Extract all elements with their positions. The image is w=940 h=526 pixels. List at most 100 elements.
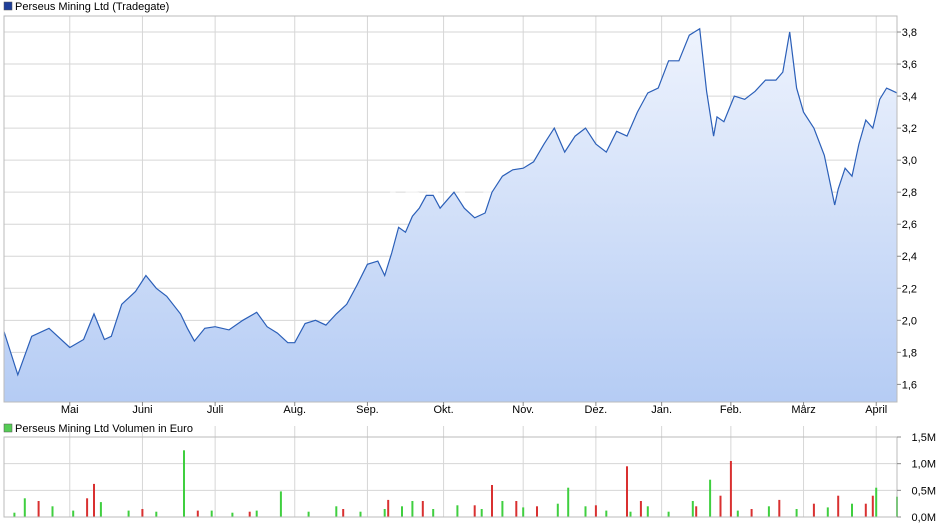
volume-bar-up: [584, 506, 587, 517]
volume-bar-down: [491, 485, 493, 517]
volume-bar-down: [837, 495, 840, 517]
volume-bar-up: [127, 510, 130, 517]
volume-bar-up: [709, 479, 712, 517]
volume-bar-up: [851, 503, 853, 517]
price-legend: Perseus Mining Ltd (Tradegate): [15, 1, 169, 13]
volume-bar-down: [812, 503, 815, 517]
price-legend-box: [3, 1, 13, 11]
volume-bars: [13, 450, 898, 517]
volume-bar-up: [183, 450, 185, 517]
volume-bar-down: [387, 499, 390, 517]
volume-bar-down: [93, 483, 95, 517]
price-y-tick-label: 2,6: [902, 219, 917, 231]
price-x-tick-label: Juni: [132, 404, 152, 416]
volume-bar-up: [255, 510, 258, 517]
volume-bar-up: [826, 507, 829, 517]
volume-bar-up: [646, 506, 649, 517]
price-panel: Perseus Mining Ltd (Tradegate) ARIVA.DE …: [3, 1, 917, 416]
volume-bar-down: [515, 501, 518, 517]
price-x-tick-label: Jan.: [651, 404, 672, 416]
volume-bar-down: [626, 466, 628, 517]
price-x-tick-label: Okt.: [433, 404, 453, 416]
volume-bar-up: [605, 510, 608, 517]
volume-bar-down: [729, 461, 732, 517]
volume-bar-down: [473, 505, 476, 517]
volume-bar-down: [871, 495, 874, 517]
volume-bar-down: [248, 511, 251, 517]
volume-bar-up: [480, 509, 483, 517]
price-y-tick-label: 2,2: [902, 283, 917, 295]
price-y-tick-label: 1,6: [902, 379, 917, 391]
volume-y-tick-label: 1,0M: [912, 459, 936, 471]
volume-y-axis: 0,0M 0,5M 1,0M 1,5M: [897, 432, 936, 524]
price-y-tick-label: 2,8: [902, 187, 917, 199]
volume-bar-up: [556, 503, 559, 517]
volume-bar-up: [383, 509, 386, 517]
volume-bar-up: [432, 509, 435, 517]
volume-bar-up: [279, 491, 282, 517]
price-x-tick-label: Dez.: [585, 404, 608, 416]
price-x-tick-label: Mai: [61, 404, 79, 416]
volume-bar-up: [629, 511, 632, 517]
volume-bar-up: [767, 506, 770, 517]
volume-bar-up: [51, 506, 54, 517]
price-y-tick-label: 1,8: [902, 347, 917, 359]
price-x-tick-label: Feb.: [720, 404, 742, 416]
price-line: [3, 27, 898, 377]
price-y-tick-label: 2,4: [902, 251, 917, 263]
price-x-tick-label: Aug.: [283, 404, 306, 416]
volume-bar-up: [522, 507, 525, 517]
price-y-tick-label: 2,0: [902, 315, 917, 327]
volume-y-tick-label: 0,5M: [912, 485, 936, 497]
volume-bar-up: [501, 501, 504, 517]
volume-bar-up: [155, 511, 158, 517]
price-y-tick-label: 3,4: [902, 91, 917, 103]
volume-bar-down: [639, 501, 642, 517]
volume-bar-down: [864, 503, 867, 517]
volume-bar-down: [421, 501, 424, 517]
price-x-tick-label: Juli: [207, 404, 224, 416]
volume-bar-down: [778, 499, 781, 517]
price-y-tick-label: 3,0: [902, 155, 917, 167]
price-y-axis: 1,6 1,8 2,0 2,2 2,4 2,6 2,8 3,0 3,2 3,4 3,6 3,8: [897, 27, 917, 391]
volume-bar-down: [196, 510, 199, 517]
price-area: [4, 28, 897, 403]
volume-bar-up: [335, 506, 338, 517]
price-x-tick-label: April: [865, 404, 887, 416]
price-y-tick-label: 3,8: [902, 27, 917, 39]
price-x-axis: Mai Juni Juli Aug. Sep. Okt. Nov. Dez. Jan. Feb. M…: [61, 402, 887, 416]
volume-bar-up: [13, 512, 16, 517]
volume-bar-down: [750, 509, 753, 517]
volume-bar-down: [536, 506, 538, 517]
volume-bar-down: [594, 505, 597, 517]
volume-bar-down: [141, 509, 144, 517]
volume-bar-up: [307, 511, 310, 517]
price-y-tick-label: 3,2: [902, 123, 917, 135]
price-x-tick-label: Sep.: [356, 404, 379, 416]
volume-bar-up: [72, 510, 75, 517]
price-x-tick-label: Nov.: [512, 404, 534, 416]
volume-legend-box: [3, 423, 13, 433]
volume-y-tick-label: 0,0M: [912, 512, 936, 524]
volume-bar-down: [342, 509, 345, 517]
volume-panel: Perseus Mining Ltd Volumen in Euro 0,0M 0…: [3, 423, 936, 524]
volume-bar-up: [99, 502, 102, 517]
volume-grid: [4, 426, 897, 518]
volume-bar-up: [691, 501, 694, 517]
volume-bar-up: [23, 498, 26, 517]
volume-bar-up: [359, 511, 362, 517]
volume-bar-up: [456, 505, 459, 517]
volume-bar-down: [719, 495, 722, 517]
volume-bar-up: [875, 487, 878, 517]
volume-bar-up: [567, 487, 570, 517]
volume-bar-down: [695, 506, 698, 517]
volume-bar-down: [86, 498, 89, 517]
volume-bar-down: [37, 501, 40, 517]
volume-bar-up: [231, 512, 234, 517]
volume-bar-up: [795, 509, 798, 517]
volume-bar-up: [411, 501, 414, 517]
volume-legend: Perseus Mining Ltd Volumen in Euro: [15, 423, 193, 435]
volume-bar-up: [736, 510, 739, 517]
volume-bar-up: [401, 506, 403, 517]
